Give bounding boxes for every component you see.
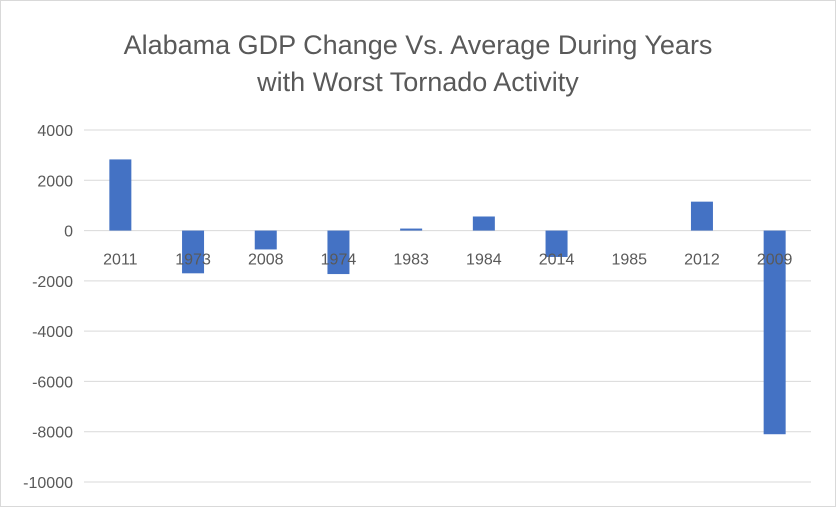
- chart-title-line-1: Alabama GDP Change Vs. Average During Ye…: [124, 30, 713, 60]
- y-axis-ticks: 4000 2000 0 -2000 -4000 -6000 -8000 -10000: [23, 123, 73, 492]
- y-tick-label: 2000: [37, 173, 73, 190]
- bar-2009: [763, 230, 786, 435]
- bars: [109, 159, 786, 435]
- x-category-label: 2012: [684, 252, 720, 269]
- x-category-label: 1974: [321, 252, 357, 269]
- y-tick-label: 4000: [37, 123, 73, 140]
- x-category-label: 1983: [393, 252, 429, 269]
- x-category-label: 2008: [248, 252, 284, 269]
- x-category-label: 2009: [757, 252, 793, 269]
- y-tick-label: -2000: [32, 274, 73, 291]
- bar-1974: [327, 230, 350, 275]
- y-tick-label: -4000: [32, 324, 73, 341]
- bar-2014: [545, 230, 568, 257]
- x-axis-categories: 2011 1973 2008 1974 1983 1984 2014 1985 2012 2009: [103, 252, 792, 269]
- bar-2008: [254, 230, 277, 250]
- chart-title-line-2: with Worst Tornado Activity: [256, 67, 579, 97]
- y-tick-label: -6000: [32, 374, 73, 391]
- gridlines: [84, 129, 811, 483]
- y-tick-label: -8000: [32, 425, 73, 442]
- bar-1984: [472, 216, 495, 231]
- x-category-label: 2011: [103, 252, 138, 269]
- bar-2011: [109, 159, 132, 231]
- bar-1983: [400, 228, 423, 231]
- x-category-label: 2014: [539, 252, 575, 269]
- x-category-label: 1984: [466, 252, 502, 269]
- x-category-label: 1985: [611, 252, 647, 269]
- bar-1973: [182, 230, 205, 274]
- x-category-label: 1973: [175, 252, 211, 269]
- y-tick-label: -10000: [23, 475, 73, 492]
- bar-2012: [690, 201, 713, 231]
- y-tick-label: 0: [64, 224, 73, 241]
